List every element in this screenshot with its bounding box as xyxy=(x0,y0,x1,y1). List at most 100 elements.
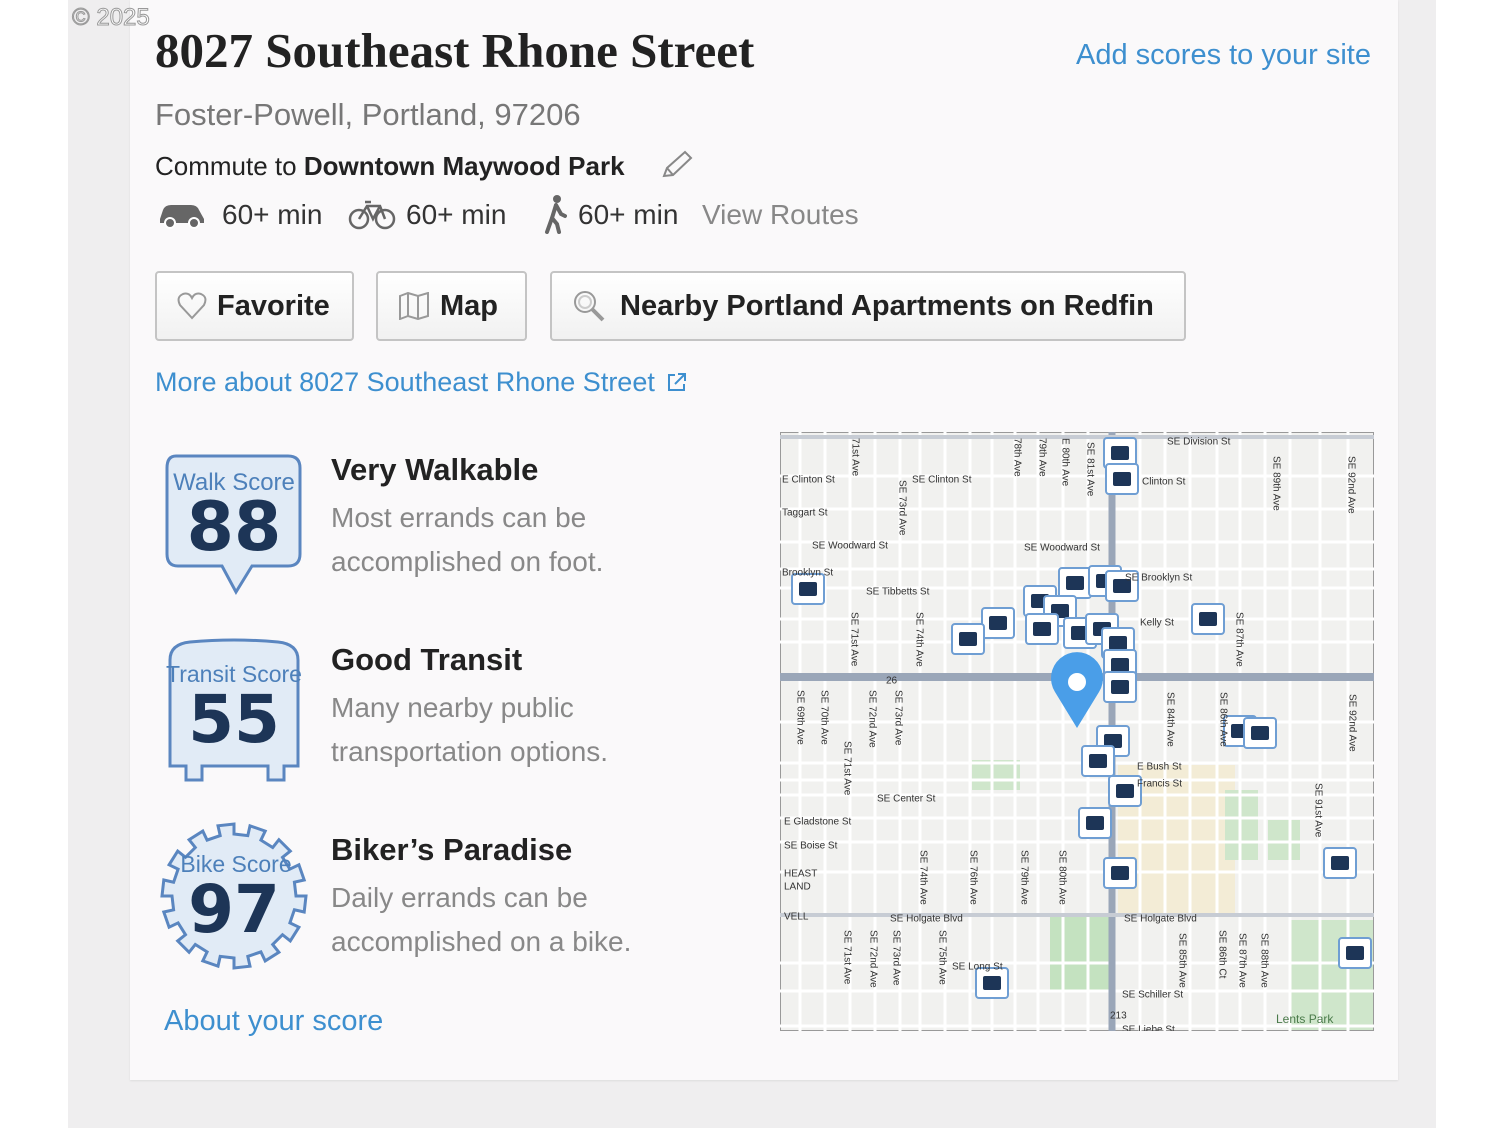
external-link-icon[interactable] xyxy=(666,371,688,393)
map-label: SE 69th Ave xyxy=(794,690,805,745)
poi-icons xyxy=(791,437,1372,999)
map-label: SE 72nd Ave xyxy=(866,690,877,748)
park xyxy=(972,760,1020,790)
map-label: E Clinton St xyxy=(782,475,835,486)
map-label: SE Liebe St xyxy=(1122,1025,1175,1031)
map-labels: SE Division St E Clinton St SE Clinton St C… xyxy=(782,437,1357,1031)
commute-line: Commute to Downtown Maywood Park xyxy=(155,151,625,182)
commute-destination[interactable]: Downtown Maywood Park xyxy=(303,151,625,181)
park xyxy=(1268,820,1300,860)
transit-score-badge: Transit Score 55 xyxy=(166,638,302,782)
score-description: Most errands can be accomplished on foot… xyxy=(331,502,604,577)
poi-glyph xyxy=(1033,622,1051,636)
map-label: SE 74th Ave xyxy=(913,612,924,667)
map-label: SE 75th Ave xyxy=(936,930,947,985)
map-label: SE 88th Ave xyxy=(1258,933,1269,988)
map-label: SE Holgate Blvd xyxy=(890,914,963,925)
roads xyxy=(780,432,1374,1031)
map-label: 79th Ave xyxy=(1036,438,1047,477)
map-label: SE 80th Ave xyxy=(1056,850,1067,905)
map-label: SE Tibbetts St xyxy=(866,587,930,598)
more-link[interactable]: More about 8027 Southeast Rhone Street xyxy=(155,367,655,397)
score-title: Very Walkable xyxy=(331,452,539,487)
map-label: SE 87th Ave xyxy=(1233,612,1244,667)
heart-icon xyxy=(177,292,207,320)
poi-glyph xyxy=(989,616,1007,630)
nearby-button[interactable]: Nearby Portland Apartments on Redfin xyxy=(550,271,1186,341)
badge-label: Bike Score xyxy=(180,851,291,877)
view-routes-link[interactable]: View Routes xyxy=(702,199,859,230)
favorite-button[interactable]: Favorite xyxy=(155,271,354,341)
address-title: 8027 Southeast Rhone Street xyxy=(155,23,755,78)
map-label: SE 76th Ave xyxy=(967,850,978,905)
map-label: SE Center St xyxy=(877,794,936,805)
map-icon xyxy=(399,292,429,320)
map-label: Francis St xyxy=(1137,779,1182,790)
map-label: SE Division St xyxy=(1167,437,1231,448)
search-icon xyxy=(574,291,605,322)
map-label: SE 89th Ave xyxy=(1270,456,1281,511)
poi-glyph xyxy=(1346,946,1364,960)
map-label: SE Long St xyxy=(952,962,1003,973)
poi-glyph xyxy=(1113,579,1131,593)
map-label: SE 86th Ct xyxy=(1216,930,1227,979)
poi-glyph xyxy=(1111,680,1129,694)
map-label: E 80th Ave xyxy=(1059,438,1070,487)
poi-glyph xyxy=(1104,734,1122,748)
poi-glyph xyxy=(799,582,817,596)
poi-glyph xyxy=(1066,576,1084,590)
poi-glyph xyxy=(1089,754,1107,768)
poi-glyph xyxy=(1111,658,1129,672)
badge-label: Walk Score xyxy=(173,469,295,496)
poi-glyph xyxy=(1113,472,1131,486)
poi-glyph xyxy=(983,976,1001,990)
poi-glyph xyxy=(1251,726,1269,740)
map-label: SE 70th Ave xyxy=(818,690,829,745)
badge-label: Transit Score xyxy=(166,661,302,687)
map-label: SE 91st Ave xyxy=(1312,783,1323,838)
walk-icon xyxy=(545,195,567,234)
poi-glyph xyxy=(1086,816,1104,830)
map-label: SE Woodward St xyxy=(812,541,888,552)
about-score-link[interactable]: About your score xyxy=(164,1005,384,1037)
map-label: SE 86th Ave xyxy=(1217,692,1228,747)
map-label: HEAST xyxy=(784,869,817,880)
map-label: SE Brooklyn St xyxy=(1125,573,1192,584)
button-label: Favorite xyxy=(217,289,330,322)
button-label: Nearby Portland Apartments on Redfin xyxy=(620,289,1154,322)
bike-icon xyxy=(348,200,396,230)
map-label: SE 87th Ave xyxy=(1236,933,1247,988)
map-label: SE 92nd Ave xyxy=(1345,456,1356,514)
map-label: SE 74th Ave xyxy=(917,850,928,905)
map-label: E Bush St xyxy=(1137,762,1182,773)
badge-score: 88 xyxy=(187,488,282,567)
map-label: SE Boise St xyxy=(784,841,838,852)
commute-prefix: Commute to xyxy=(155,151,297,181)
score-title: Good Transit xyxy=(331,642,523,677)
map-label: Lents Park xyxy=(1276,1012,1334,1026)
map-label: Kelly St xyxy=(1140,618,1174,629)
map-button[interactable]: Map xyxy=(376,271,527,341)
add-scores-link[interactable]: Add scores to your site xyxy=(1076,39,1371,71)
map-label: 26 xyxy=(886,676,898,687)
commute-time: 60+ min xyxy=(406,199,507,230)
neighborhood-map[interactable]: SE Division St E Clinton St SE Clinton St C… xyxy=(780,432,1374,1031)
map-label: SE Holgate Blvd xyxy=(1124,914,1197,925)
map-label: SE 73rd Ave xyxy=(892,690,903,746)
map-label: Clinton St xyxy=(1142,477,1186,488)
map-label: SE 84th Ave xyxy=(1164,692,1175,747)
edit-icon[interactable] xyxy=(660,150,694,180)
map-label: Brooklyn St xyxy=(782,568,833,579)
map-label: VELL xyxy=(784,912,809,923)
poi-glyph xyxy=(1199,612,1217,626)
map-label: SE 79th Ave xyxy=(1018,850,1029,905)
poi-glyph xyxy=(1111,446,1129,460)
car-icon xyxy=(160,205,204,229)
map-label: SE 72nd Ave xyxy=(867,930,878,988)
map-label: SE 71st Ave xyxy=(841,741,852,796)
badge-score: 97 xyxy=(188,871,280,948)
poi-glyph xyxy=(1109,636,1127,650)
poi-glyph xyxy=(959,632,977,646)
location-pin xyxy=(1051,652,1103,728)
